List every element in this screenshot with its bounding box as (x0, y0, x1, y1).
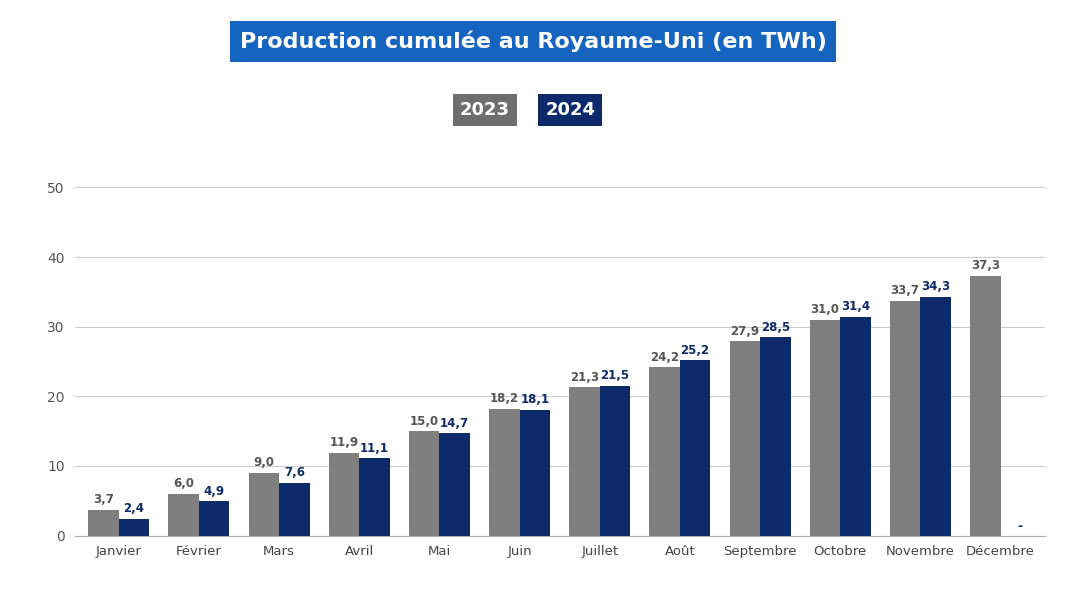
Text: 18,2: 18,2 (489, 392, 519, 405)
Bar (970, 276, 1001, 536)
Text: 11,9: 11,9 (329, 436, 358, 449)
Bar (328, 453, 359, 536)
Bar (88, 510, 118, 536)
Bar (439, 433, 470, 536)
Text: 28,5: 28,5 (761, 321, 790, 334)
Text: Production cumulée au Royaume-Uni (en TWh): Production cumulée au Royaume-Uni (en TW… (240, 31, 826, 52)
Bar (168, 494, 199, 536)
Text: 3,7: 3,7 (93, 493, 114, 506)
Bar (279, 483, 309, 536)
Text: 37,3: 37,3 (971, 259, 1000, 273)
Bar (760, 337, 791, 536)
Bar (810, 320, 840, 536)
Text: 9,0: 9,0 (254, 456, 274, 469)
Text: 33,7: 33,7 (891, 284, 920, 298)
Bar (600, 386, 630, 536)
Bar (649, 367, 680, 536)
Bar (840, 317, 871, 536)
Text: 11,1: 11,1 (360, 441, 389, 455)
Text: 6,0: 6,0 (173, 477, 194, 490)
Bar (248, 473, 279, 536)
Text: 14,7: 14,7 (440, 416, 469, 430)
Bar (489, 409, 519, 536)
Bar (920, 297, 951, 536)
Bar (519, 409, 550, 536)
Text: 24,2: 24,2 (650, 350, 679, 364)
Text: 25,2: 25,2 (680, 344, 710, 356)
Bar (199, 502, 229, 536)
Text: 15,0: 15,0 (409, 415, 439, 428)
Text: -: - (1017, 521, 1022, 533)
Bar (680, 360, 710, 536)
Text: 21,3: 21,3 (570, 371, 599, 384)
Bar (409, 431, 439, 536)
Bar (890, 301, 920, 536)
Bar (118, 519, 149, 536)
Text: 2024: 2024 (546, 101, 595, 119)
Bar (729, 342, 760, 536)
Text: 18,1: 18,1 (520, 393, 549, 406)
Text: 21,5: 21,5 (600, 369, 630, 383)
Bar (359, 458, 390, 536)
Text: 2,4: 2,4 (124, 502, 145, 515)
Text: 27,9: 27,9 (730, 325, 759, 338)
Text: 34,3: 34,3 (921, 280, 950, 293)
Text: 31,0: 31,0 (810, 303, 840, 317)
Text: 4,9: 4,9 (204, 485, 225, 498)
Text: 31,4: 31,4 (841, 300, 870, 314)
Bar (569, 387, 600, 536)
Text: 2023: 2023 (461, 101, 510, 119)
Text: 7,6: 7,6 (284, 466, 305, 479)
